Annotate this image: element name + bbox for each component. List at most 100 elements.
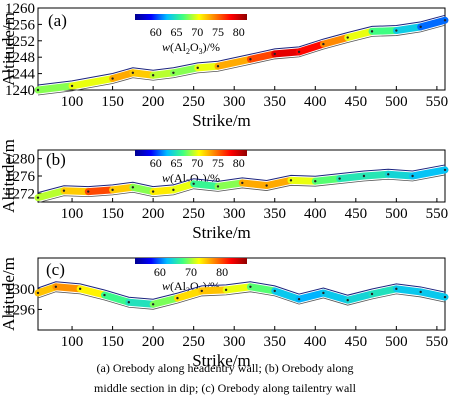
orebody-segment <box>169 180 198 194</box>
orebody-segment <box>84 186 117 196</box>
orebody-segment <box>409 166 449 180</box>
orebody-segment <box>368 285 400 298</box>
orebody-segment <box>34 187 68 202</box>
orebody-segment <box>271 48 303 58</box>
colorbar-tick-label: 60 <box>150 25 162 39</box>
x-tick-label: 300 <box>223 206 246 222</box>
colorbar-tick-label: 60 <box>150 156 162 170</box>
orebody-sample-point <box>216 65 220 68</box>
orebody-segment <box>417 16 449 31</box>
colorbar <box>135 14 247 20</box>
orebody-sample-point <box>200 289 203 293</box>
x-tick-label: 300 <box>223 334 246 350</box>
x-tick-label: 450 <box>345 334 368 350</box>
orebody-segment <box>287 176 319 185</box>
orebody-sample-point <box>111 77 114 80</box>
orebody-segment <box>214 179 246 190</box>
orebody-lower-boundary <box>37 24 446 96</box>
colorbar-tick-label: 80 <box>233 25 245 39</box>
panel-label: (c) <box>46 260 65 279</box>
orebody-sample-point <box>249 58 252 61</box>
orebody-segment <box>295 40 327 56</box>
orebody-sample-point <box>273 52 276 56</box>
orebody-sample-point <box>443 168 447 172</box>
orebody-sample-point <box>224 288 228 292</box>
orebody-sample-point <box>443 19 447 22</box>
orebody-sample-point <box>362 174 366 178</box>
x-tick-label: 250 <box>182 206 205 222</box>
orebody-segment <box>319 289 352 304</box>
x-tick-label: 250 <box>182 94 205 110</box>
colorbar-tick-label: 60 <box>154 265 166 279</box>
orebody-sample-point <box>387 173 390 176</box>
orebody-segment <box>173 287 206 302</box>
orebody-sample-point <box>131 71 135 74</box>
x-tick-label: 200 <box>142 94 165 110</box>
orebody-sample-point <box>54 285 58 288</box>
x-tick-label: 450 <box>345 206 368 222</box>
colorbar <box>135 150 247 156</box>
chart-panel-2: 100 150 200 250 300 350 400 450 500 550 1272127612… <box>0 139 449 242</box>
colorbar-label: w(Al2O3)/% <box>162 40 220 56</box>
x-tick-label: 150 <box>101 206 124 222</box>
y-tick-label: 1256 <box>5 17 36 33</box>
orebody-segment <box>68 75 117 90</box>
x-tick-label: 500 <box>385 206 408 222</box>
x-tick-label: 350 <box>263 334 286 350</box>
orebody-segment <box>417 288 449 301</box>
colorbar-tick-label: 70 <box>185 265 197 279</box>
orebody-sample-point <box>322 42 325 46</box>
orebody-sample-point <box>151 303 155 306</box>
orebody-sample-point <box>172 188 175 192</box>
orebody-upper-boundary <box>37 14 446 86</box>
y-tick-label: 1248 <box>5 50 35 66</box>
orebody-sample-point <box>70 84 74 88</box>
colorbar-tick-label: 80 <box>233 156 245 170</box>
orebody-sample-point <box>395 287 398 291</box>
y-tick-label: 1244 <box>5 67 36 83</box>
x-tick-label: 350 <box>263 206 286 222</box>
x-tick-label: 150 <box>101 334 124 350</box>
colorbar-tick-label: 70 <box>191 156 203 170</box>
figure-caption-line-1: (a) Orebody along headentry wall; (b) Or… <box>96 361 354 375</box>
orebody-sample-point <box>127 301 131 304</box>
orebody-segment <box>392 285 425 296</box>
orebody-sample-point <box>273 289 276 293</box>
orebody-segment <box>271 287 303 303</box>
colorbar-tick-label: 70 <box>191 25 203 39</box>
x-tick-label: 400 <box>304 334 327 350</box>
orebody-segment <box>214 55 254 70</box>
orebody-upper-boundary <box>37 281 446 300</box>
orebody-segment <box>392 23 425 35</box>
orebody-sample-point <box>103 293 106 297</box>
plot-frame <box>37 7 446 91</box>
colorbar-tick-label: 80 <box>216 265 228 279</box>
orebody-segment <box>149 294 181 308</box>
orebody-segment <box>76 285 108 299</box>
orebody-segment <box>125 298 157 308</box>
orebody-sample-point <box>411 174 414 178</box>
orebody-sample-point <box>338 177 341 180</box>
orebody-segment <box>360 170 392 180</box>
orebody-lower-boundary <box>37 291 446 310</box>
orebody-sample-point <box>62 189 66 192</box>
orebody-segment <box>319 34 352 48</box>
orebody-sample-point <box>370 30 374 33</box>
y-tick-label: 1240 <box>5 83 35 99</box>
y-tick-label: 1252 <box>5 34 35 50</box>
y-axis-label: Altitude/m <box>0 139 18 213</box>
orebody-segment <box>169 64 202 77</box>
orebody-segment <box>100 291 133 306</box>
orebody-segment <box>384 170 417 180</box>
orebody-sample-point <box>297 297 301 301</box>
chart-panel-3: 100 150 200 250 300 350 400 450 500 550 1296 1300 St… <box>0 257 449 370</box>
figure-caption-line-2: middle section in dip; (c) Orebody along… <box>94 381 356 395</box>
y-tick-label: 1260 <box>5 1 35 17</box>
x-tick-label: 550 <box>426 94 449 110</box>
y-tick-label: 1300 <box>5 282 35 298</box>
y-tick-label: 1276 <box>5 169 36 185</box>
x-tick-label: 100 <box>61 94 84 110</box>
orebody-segment <box>344 27 376 42</box>
chart-panel-1: 100 150 200 250 300 350 400 450 500 5501240124412… <box>0 1 449 130</box>
